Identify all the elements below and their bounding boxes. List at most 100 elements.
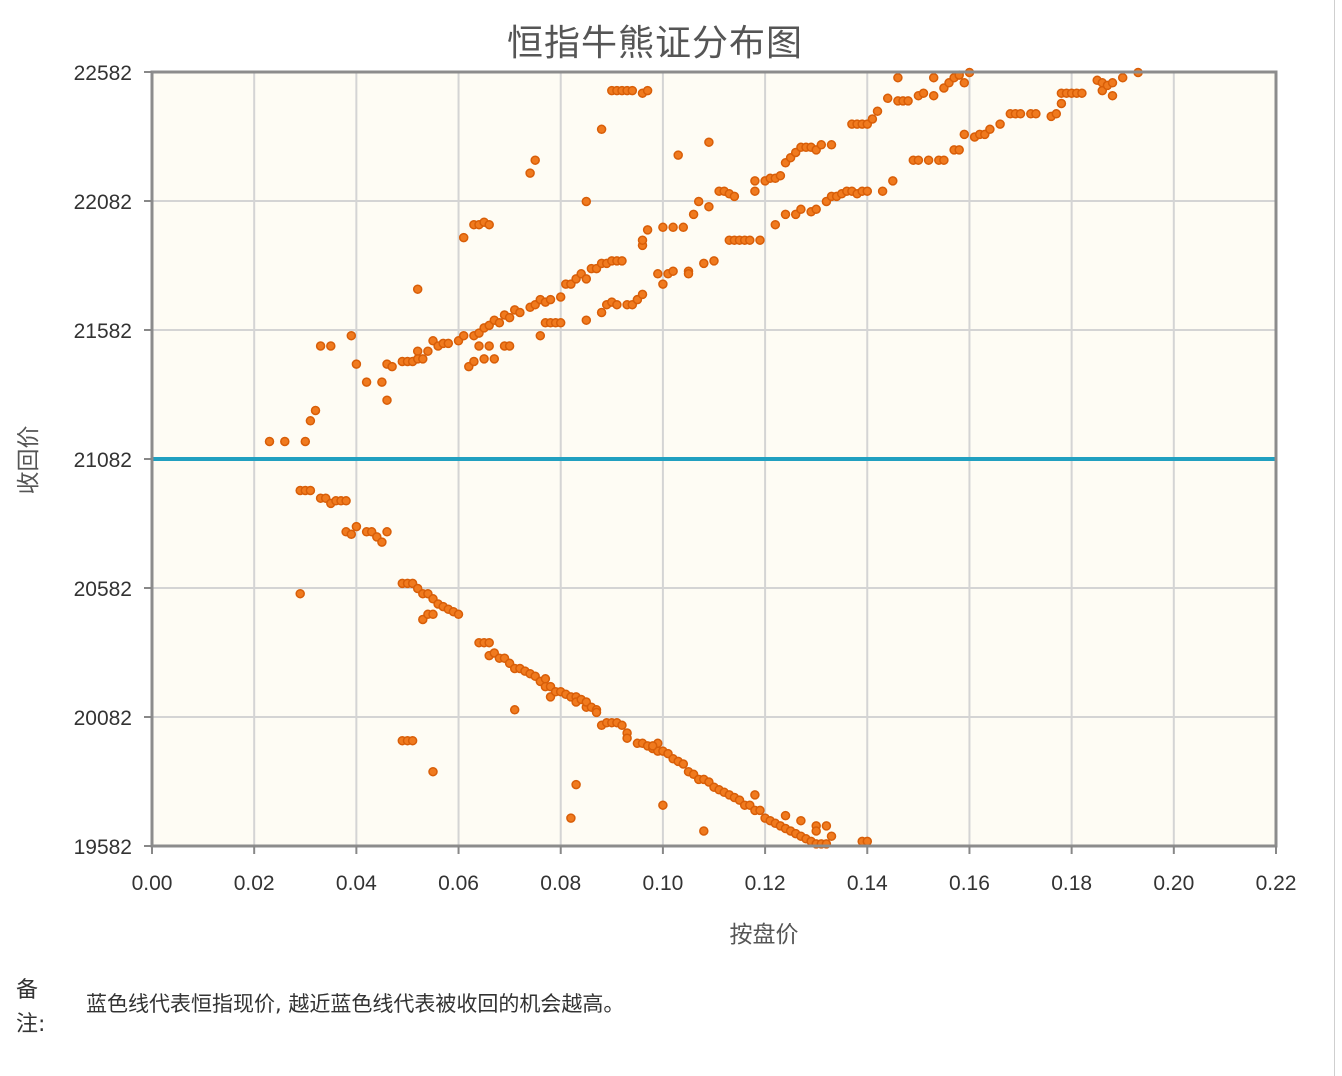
data-point: [775, 170, 786, 181]
data-point: [617, 256, 627, 266]
data-point: [826, 831, 837, 841]
data-point: [704, 201, 714, 212]
data-point: [796, 815, 806, 826]
data-point: [315, 341, 326, 351]
data-point: [305, 416, 316, 426]
data-point: [581, 315, 592, 325]
x-tick-label: 0.04: [336, 872, 377, 895]
data-point: [627, 85, 638, 96]
data-point: [1107, 78, 1118, 88]
data-point: [826, 140, 837, 150]
data-point: [668, 266, 678, 276]
data-point: [647, 741, 658, 751]
data-point: [515, 307, 525, 318]
data-point: [673, 150, 683, 160]
data-point: [382, 527, 392, 537]
data-point: [612, 299, 622, 310]
data-point: [264, 436, 275, 447]
data-point: [704, 137, 714, 147]
data-point: [1077, 88, 1087, 98]
data-point: [341, 496, 351, 506]
data-point: [642, 225, 653, 235]
data-point: [1117, 72, 1128, 83]
y-tick-label: 22582: [74, 62, 132, 85]
y-axis-label: 收回价: [16, 426, 42, 495]
data-point: [412, 284, 423, 294]
data-point: [412, 346, 423, 356]
data-point: [346, 529, 357, 540]
data-point: [780, 810, 791, 821]
x-tick-label: 0.10: [642, 872, 683, 895]
y-tick-label: 20582: [74, 578, 132, 601]
data-point: [458, 232, 469, 243]
data-point: [683, 269, 694, 279]
data-point: [280, 436, 290, 447]
data-point: [637, 235, 648, 245]
data-point: [893, 72, 903, 83]
data-point: [750, 186, 760, 196]
data-point: [1031, 109, 1041, 119]
data-point: [811, 826, 821, 836]
data-point: [811, 204, 821, 215]
data-point: [484, 219, 494, 230]
x-tick-label: 0.18: [1051, 872, 1092, 895]
data-point: [453, 609, 464, 620]
x-tick-label: 0.06: [438, 872, 479, 895]
data-point: [642, 85, 653, 96]
data-point: [872, 106, 883, 116]
data-point: [377, 537, 387, 547]
data-point: [596, 307, 607, 318]
data-point: [678, 222, 689, 233]
data-point: [688, 209, 699, 220]
x-tick-label: 0.08: [540, 872, 581, 895]
data-point: [617, 720, 627, 731]
data-point: [555, 318, 566, 328]
data-point: [566, 813, 576, 823]
data-point: [888, 176, 898, 186]
data-point: [693, 196, 704, 207]
data-point: [494, 318, 505, 328]
data-point: [954, 145, 964, 155]
data-point: [862, 186, 873, 196]
data-point: [377, 377, 387, 387]
x-tick-label: 0.02: [234, 872, 275, 895]
data-point: [305, 485, 316, 496]
data-point: [678, 759, 689, 769]
data-point: [443, 338, 454, 349]
y-tick-label: 19582: [74, 836, 132, 859]
data-point: [985, 124, 995, 135]
data-point: [474, 341, 484, 351]
data-point: [622, 733, 632, 743]
data-point: [382, 395, 392, 405]
data-point: [755, 235, 765, 245]
data-point: [346, 330, 357, 341]
data-point: [862, 836, 873, 847]
data-point: [928, 90, 939, 101]
data-point: [877, 186, 888, 196]
data-point: [816, 140, 827, 150]
data-point: [1107, 90, 1118, 101]
data-point: [1051, 109, 1062, 119]
x-tick-label: 0.22: [1256, 872, 1297, 895]
data-point: [545, 294, 556, 305]
data-point: [780, 209, 791, 220]
data-point: [995, 119, 1005, 129]
data-point: [530, 155, 540, 165]
data-point: [525, 168, 535, 178]
data-point: [750, 176, 760, 186]
data-point: [489, 354, 500, 364]
data-point: [939, 155, 949, 165]
data-point: [504, 312, 515, 323]
data-point: [407, 735, 418, 746]
data-point: [918, 88, 929, 98]
data-point: [571, 779, 581, 790]
data-point: [418, 354, 428, 364]
data-point: [699, 258, 709, 269]
data-point: [729, 191, 740, 202]
data-point: [913, 155, 924, 165]
data-point: [295, 588, 305, 599]
data-point: [658, 279, 668, 289]
data-point: [300, 436, 311, 447]
data-point: [750, 790, 760, 800]
x-tick-label: 0.12: [745, 872, 786, 895]
